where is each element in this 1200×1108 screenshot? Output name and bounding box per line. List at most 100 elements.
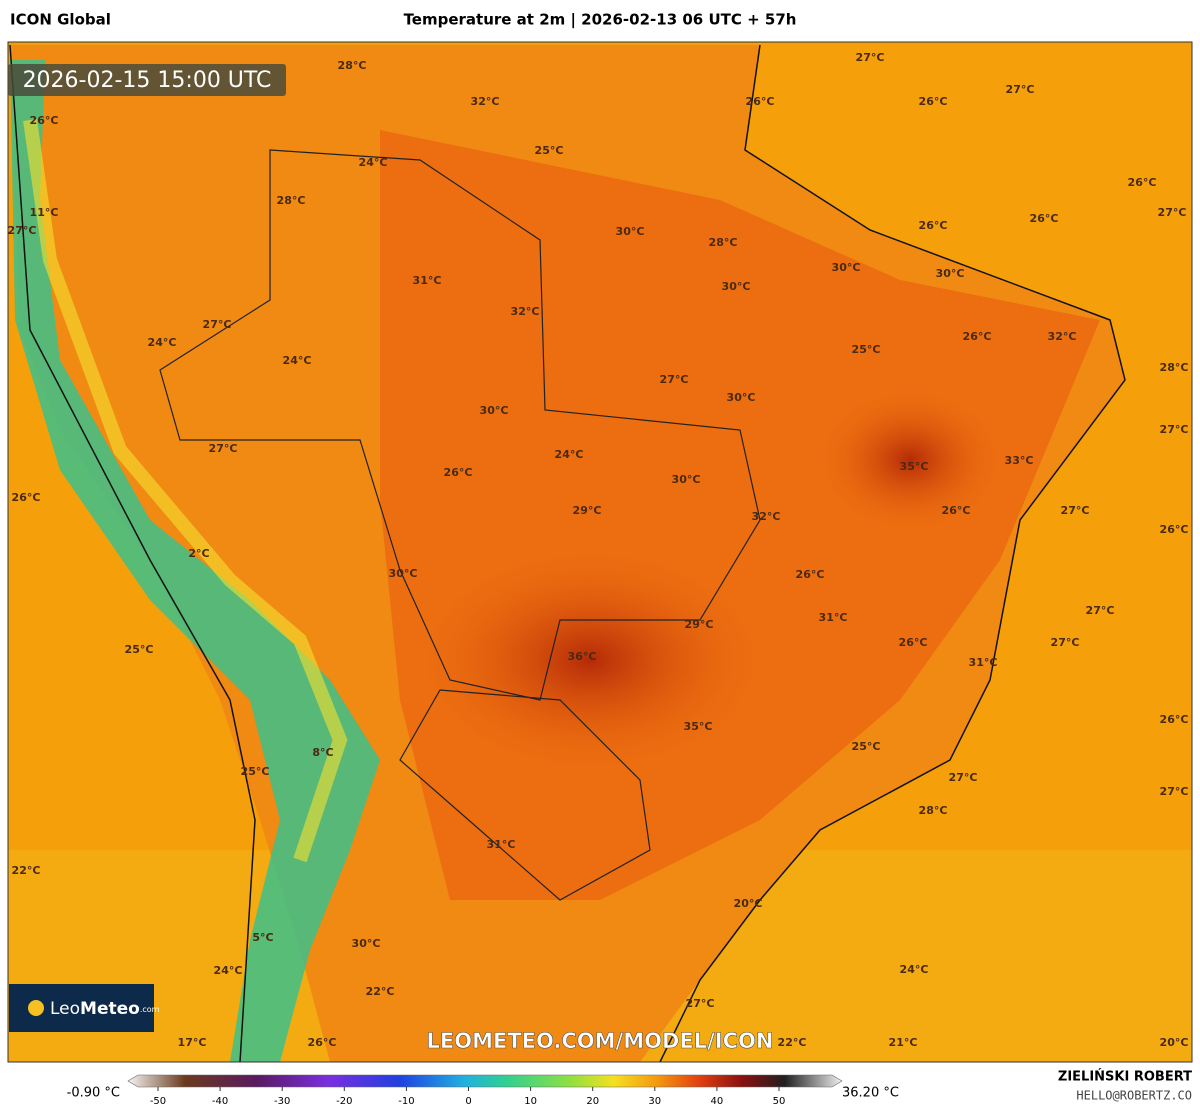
temperature-label: 27°C [1061, 504, 1090, 517]
temperature-label: 26°C [746, 95, 775, 108]
temperature-label: 17°C [178, 1036, 207, 1049]
model-name: ICON Global [10, 11, 111, 29]
temperature-label: 31°C [969, 656, 998, 669]
temperature-label: 24°C [214, 964, 243, 977]
colorbar-tick-label: -30 [274, 1096, 290, 1107]
temperature-label: 24°C [148, 336, 177, 349]
temperature-label: 26°C [899, 636, 928, 649]
author-email: HELLO@ROBERTZ.CO [1076, 1089, 1192, 1103]
temperature-labels: 28°C 32°C 27°C 27°C 26°C 26°C 26°C 24°C 25°C 26°C… [8, 51, 1189, 1049]
temperature-label: 5°C [252, 931, 273, 944]
colorbar-tick-label: 50 [773, 1096, 786, 1107]
temperature-label: 11°C [30, 206, 59, 219]
time-badge [8, 64, 286, 96]
logo-text: LeoMeteo.com [50, 999, 160, 1019]
temperature-label: 26°C [444, 466, 473, 479]
logo-sun [28, 1000, 44, 1016]
temperature-label: 30°C [352, 937, 381, 950]
temperature-label: 27°C [686, 997, 715, 1010]
temperature-label: 22°C [778, 1036, 807, 1049]
temperature-label: 20°C [1160, 1036, 1189, 1049]
temperature-label: 31°C [487, 838, 516, 851]
temperature-label: 22°C [12, 864, 41, 877]
temperature-label: 25°C [852, 740, 881, 753]
temperature-label: 24°C [359, 156, 388, 169]
andes [10, 60, 380, 1062]
temperature-label: 27°C [8, 224, 37, 237]
andes-slope [23, 119, 348, 863]
temperature-label: 26°C [919, 219, 948, 232]
temperature-label: 27°C [203, 318, 232, 331]
colorbar-tick-label: 30 [648, 1096, 661, 1107]
temperature-label: 28°C [338, 59, 367, 72]
temperature-label: 27°C [1086, 604, 1115, 617]
temperature-label: 29°C [685, 618, 714, 631]
temperature-label: 28°C [709, 236, 738, 249]
temperature-label: 21°C [889, 1036, 918, 1049]
temperature-label: 30°C [722, 280, 751, 293]
temperature-label: 22°C [366, 985, 395, 998]
colorbar-tick-label: -50 [150, 1096, 166, 1107]
colorbar-tick-label: -20 [336, 1096, 352, 1107]
temperature-label: 30°C [480, 404, 509, 417]
colorbar-tick-label: 0 [465, 1096, 471, 1107]
hot-spot [420, 550, 760, 770]
temperature-label: 29°C [573, 504, 602, 517]
temperature-label: 28°C [1160, 361, 1189, 374]
temperature-label: 26°C [942, 504, 971, 517]
temperature-label: 26°C [1160, 713, 1189, 726]
temperature-label: 28°C [277, 194, 306, 207]
temperature-label: 30°C [389, 567, 418, 580]
temperature-label: 27°C [1160, 785, 1189, 798]
temperature-label: 24°C [283, 354, 312, 367]
temperature-label: 26°C [963, 330, 992, 343]
temperature-label: 27°C [1160, 423, 1189, 436]
temperature-label: 26°C [796, 568, 825, 581]
temperature-label: 27°C [1006, 83, 1035, 96]
temperature-label: 27°C [856, 51, 885, 64]
colorbar [127, 1074, 843, 1088]
temperature-label: 32°C [1048, 330, 1077, 343]
temperature-label: 25°C [535, 144, 564, 157]
colorbar-tick-label: 40 [711, 1096, 724, 1107]
border [399, 689, 651, 901]
colorbar-tick-label: 10 [524, 1096, 537, 1107]
coastline [659, 44, 1126, 1063]
temperature-label: 24°C [900, 963, 929, 976]
temperature-label: 27°C [1051, 636, 1080, 649]
temperature-label: 8°C [312, 746, 333, 759]
valid-time: 2026-02-15 15:00 UTC [23, 68, 272, 93]
border [159, 149, 761, 701]
temperature-label: 33°C [1005, 454, 1034, 467]
temperature-label: 24°C [555, 448, 584, 461]
temperature-label: 25°C [125, 643, 154, 656]
map-title: Temperature at 2m | 2026-02-13 06 UTC + … [404, 11, 797, 30]
temperature-label: 2°C [188, 547, 209, 560]
temperature-label: 26°C [30, 114, 59, 127]
colorbar-max: 36.20 °C [842, 1086, 899, 1101]
temperature-label: 27°C [1158, 206, 1187, 219]
logo-name: Leo [50, 999, 80, 1019]
temperature-label: 27°C [209, 442, 238, 455]
temperature-label: 32°C [752, 510, 781, 523]
temperature-label: 27°C [949, 771, 978, 784]
map-frame [7, 41, 1193, 1063]
temperature-label: 27°C [660, 373, 689, 386]
temperature-label: 25°C [241, 765, 270, 778]
colorbar-tick-label: 20 [586, 1096, 599, 1107]
temperature-label: 26°C [12, 491, 41, 504]
temperature-label: 36°C [568, 650, 597, 663]
temperature-label: 20°C [734, 897, 763, 910]
temperature-label: 30°C [832, 261, 861, 274]
colorbar-ticks: -50 -40 -30 -20 -10 0 10 20 30 40 50 [150, 1087, 786, 1107]
temperature-label: 26°C [308, 1036, 337, 1049]
temperature-label: 30°C [616, 225, 645, 238]
hot-spot [820, 390, 1000, 530]
temperature-label: 35°C [900, 460, 929, 473]
colorbar-tick-label: -40 [212, 1096, 228, 1107]
temperature-label: 30°C [672, 473, 701, 486]
colorbar-tick-label: -10 [398, 1096, 414, 1107]
temperature-label: 25°C [852, 343, 881, 356]
author-name: ZIELIŃSKI ROBERT [1058, 1069, 1192, 1085]
